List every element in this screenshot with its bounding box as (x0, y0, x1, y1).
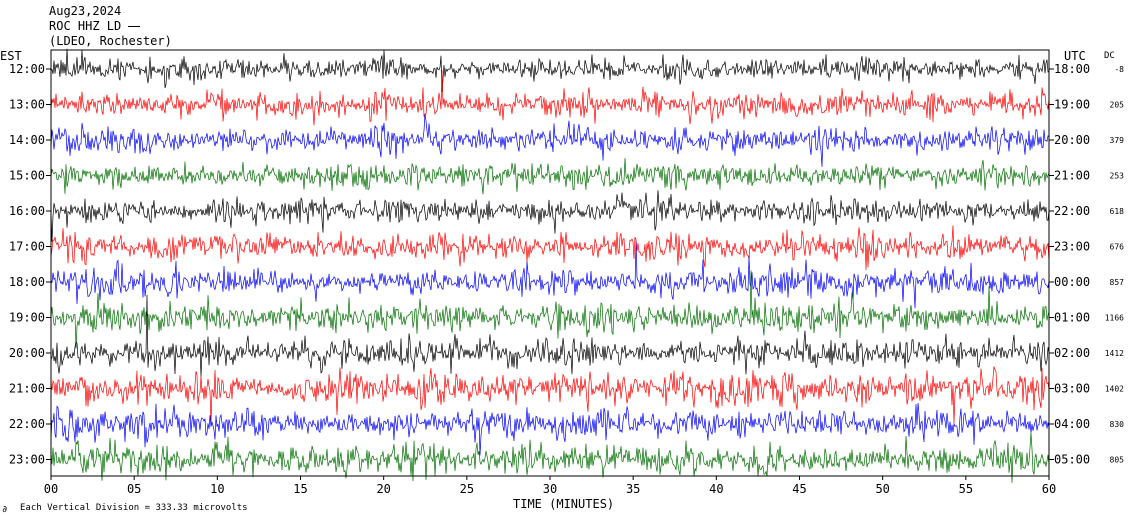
right-axis-title: UTC (1064, 49, 1086, 63)
header-station: ROC HHZ LD (49, 19, 122, 33)
footer-corner-mark: ∂ (2, 505, 8, 515)
x-tick-label: 00 (44, 482, 58, 496)
row-label-utc: 22:00 (1054, 204, 1090, 218)
trace-row (50, 294, 1050, 377)
trace-row (50, 190, 1050, 242)
x-tick-label: 45 (792, 482, 806, 496)
row-dc-offset: 205 (1110, 101, 1125, 110)
row-label-utc: 05:00 (1054, 453, 1090, 467)
row-label-utc: 01:00 (1054, 311, 1090, 325)
row-label-est: 18:00 (9, 275, 45, 289)
x-tick-label: 55 (959, 482, 973, 496)
row-dc-offset: 830 (1110, 420, 1125, 429)
row-label-est: 14:00 (9, 133, 45, 147)
header-date: Aug23,2024 (49, 4, 122, 18)
x-tick-label: 25 (460, 482, 474, 496)
x-tick-label: 30 (543, 482, 557, 496)
footer-scale-note: Each Vertical Division = 333.33 microvol… (20, 503, 248, 513)
trace-row (50, 241, 1050, 309)
row-label-est: 19:00 (9, 311, 45, 325)
row-label-est: 22:00 (9, 417, 45, 431)
row-dc-offset: 676 (1110, 243, 1125, 252)
row-label-est: 17:00 (9, 240, 45, 254)
x-tick-label: 20 (376, 482, 390, 496)
row-label-utc: 03:00 (1054, 382, 1090, 396)
x-tick-label: 05 (127, 482, 141, 496)
row-label-est: 23:00 (9, 453, 45, 467)
trace-row (50, 432, 1050, 483)
legend-scale-bar (128, 26, 140, 27)
row-label-utc: 04:00 (1054, 417, 1090, 431)
row-dc-offset: 805 (1110, 456, 1125, 465)
row-dc-offset: 253 (1110, 172, 1125, 181)
trace-row (50, 113, 1050, 167)
trace-row (50, 270, 1050, 349)
row-dc-offset: 1412 (1105, 349, 1124, 358)
x-axis-title: TIME (MINUTES) (513, 497, 615, 511)
row-label-est: 16:00 (9, 204, 45, 218)
row-label-est: 15:00 (9, 169, 45, 183)
row-label-utc: 18:00 (1054, 62, 1090, 76)
row-label-utc: 00:00 (1054, 275, 1090, 289)
left-axis-title: EST (0, 49, 22, 63)
row-label-utc: 23:00 (1054, 240, 1090, 254)
trace-row (50, 158, 1050, 195)
row-label-est: 21:00 (9, 382, 45, 396)
row-label-utc: 19:00 (1054, 98, 1090, 112)
trace-row (50, 402, 1050, 456)
trace-row (50, 48, 1050, 93)
trace-row (50, 225, 1050, 271)
row-label-est: 12:00 (9, 62, 45, 76)
row-dc-offset: -8 (1114, 65, 1124, 74)
row-label-est: 13:00 (9, 98, 45, 112)
row-label-utc: 21:00 (1054, 169, 1090, 183)
row-dc-offset: 379 (1110, 136, 1125, 145)
trace-row (50, 70, 1050, 126)
row-label-utc: 02:00 (1054, 346, 1090, 360)
x-tick-label: 50 (875, 482, 889, 496)
x-tick-label: 35 (626, 482, 640, 496)
axis-labels: 00 05 10 15 20 25 30 35 40 45 50 55 60 12:00 18:00 -8 13… (9, 62, 1124, 496)
seismic-traces (50, 48, 1050, 483)
row-label-utc: 20:00 (1054, 133, 1090, 147)
row-dc-offset: 1166 (1105, 314, 1124, 323)
dc-column-title: DC (1104, 51, 1115, 61)
row-dc-offset: 857 (1110, 278, 1125, 287)
x-tick-label: 40 (709, 482, 723, 496)
x-tick-label: 60 (1042, 482, 1056, 496)
plot-border (50, 49, 1050, 477)
x-tick-label: 10 (210, 482, 224, 496)
trace-row (50, 366, 1050, 425)
header-network: (LDEO, Rochester) (49, 34, 172, 48)
row-dc-offset: 618 (1110, 207, 1125, 216)
x-tick-label: 15 (293, 482, 307, 496)
row-label-est: 20:00 (9, 346, 45, 360)
plot-frame (46, 49, 1054, 480)
row-dc-offset: 1402 (1105, 385, 1124, 394)
